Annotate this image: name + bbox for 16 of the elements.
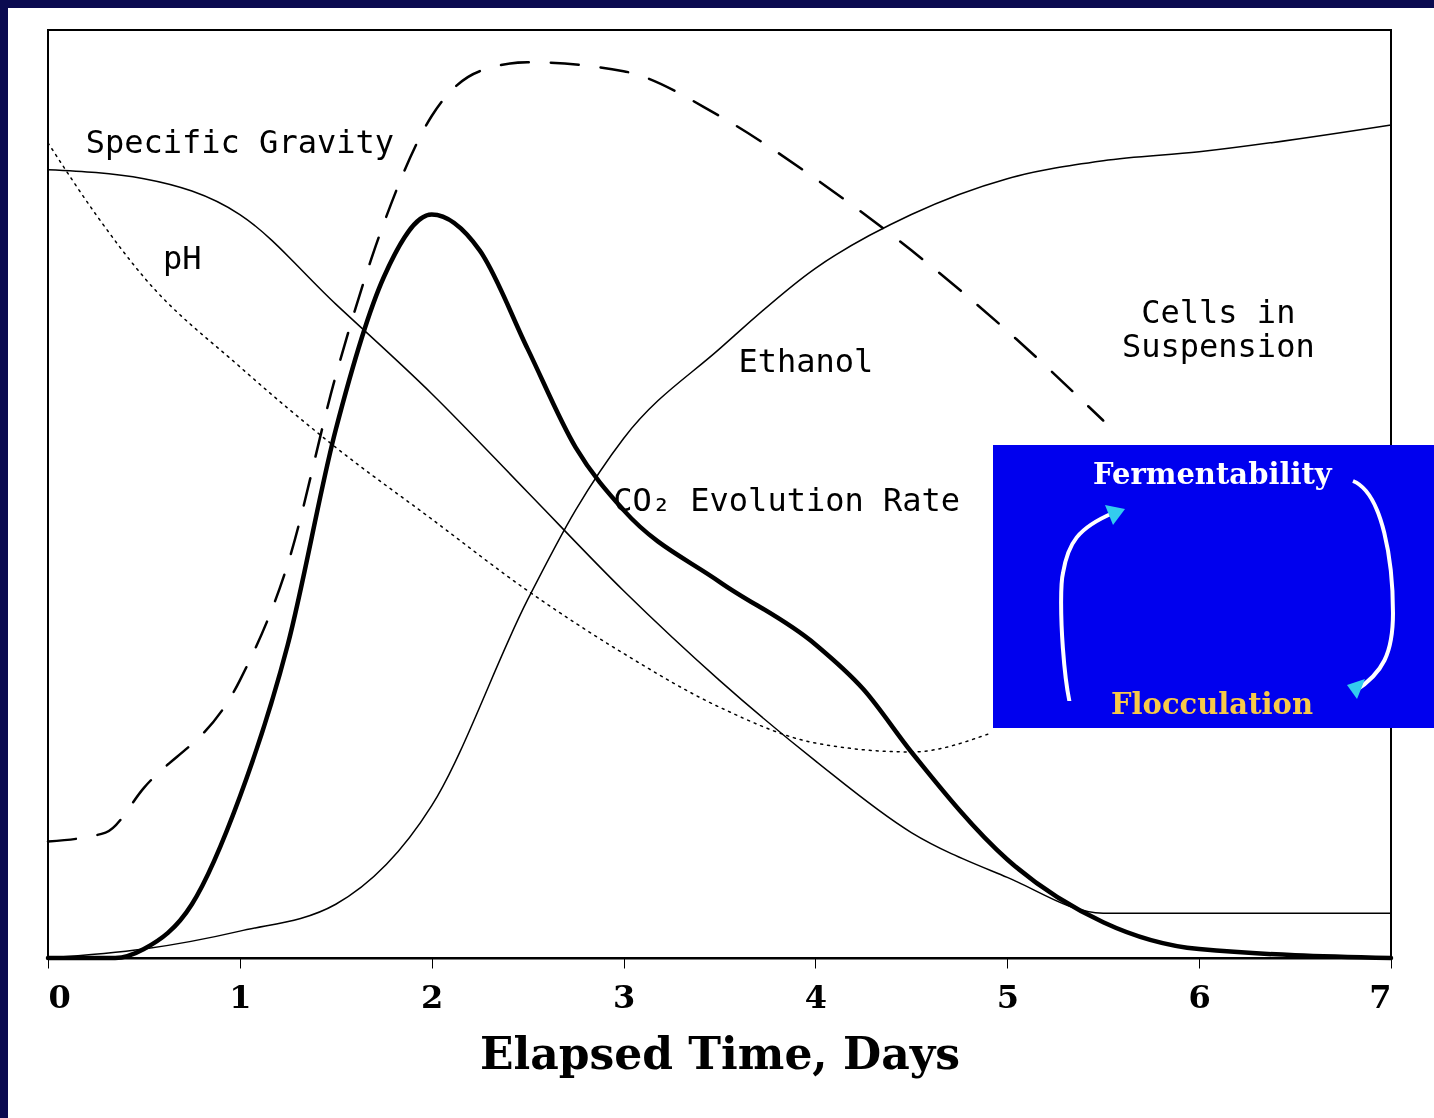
annotation: Flocculation	[1111, 687, 1313, 721]
series-label: Cells in Suspension	[1122, 293, 1315, 366]
series-label: Ethanol	[738, 342, 874, 381]
x-tick-label: 4	[804, 977, 828, 1016]
x-tick-label: 2	[421, 977, 444, 1016]
x-tick-label: 3	[612, 977, 636, 1016]
series-label: pH	[163, 239, 202, 278]
x-tick-label: 5	[996, 977, 1019, 1016]
x-tick-label: 7	[1369, 977, 1392, 1016]
x-axis-title: Elapsed Time, Days	[479, 1027, 961, 1079]
annotation: Fermentability	[1093, 457, 1332, 491]
x-tick-label: 1	[229, 977, 252, 1016]
series-label: Specific Gravity	[85, 122, 394, 161]
diagram-panel: Fermentability Flocculation	[993, 445, 1434, 728]
x-tick-label: 6	[1188, 977, 1211, 1016]
x-tick-label: 0	[48, 977, 71, 1016]
